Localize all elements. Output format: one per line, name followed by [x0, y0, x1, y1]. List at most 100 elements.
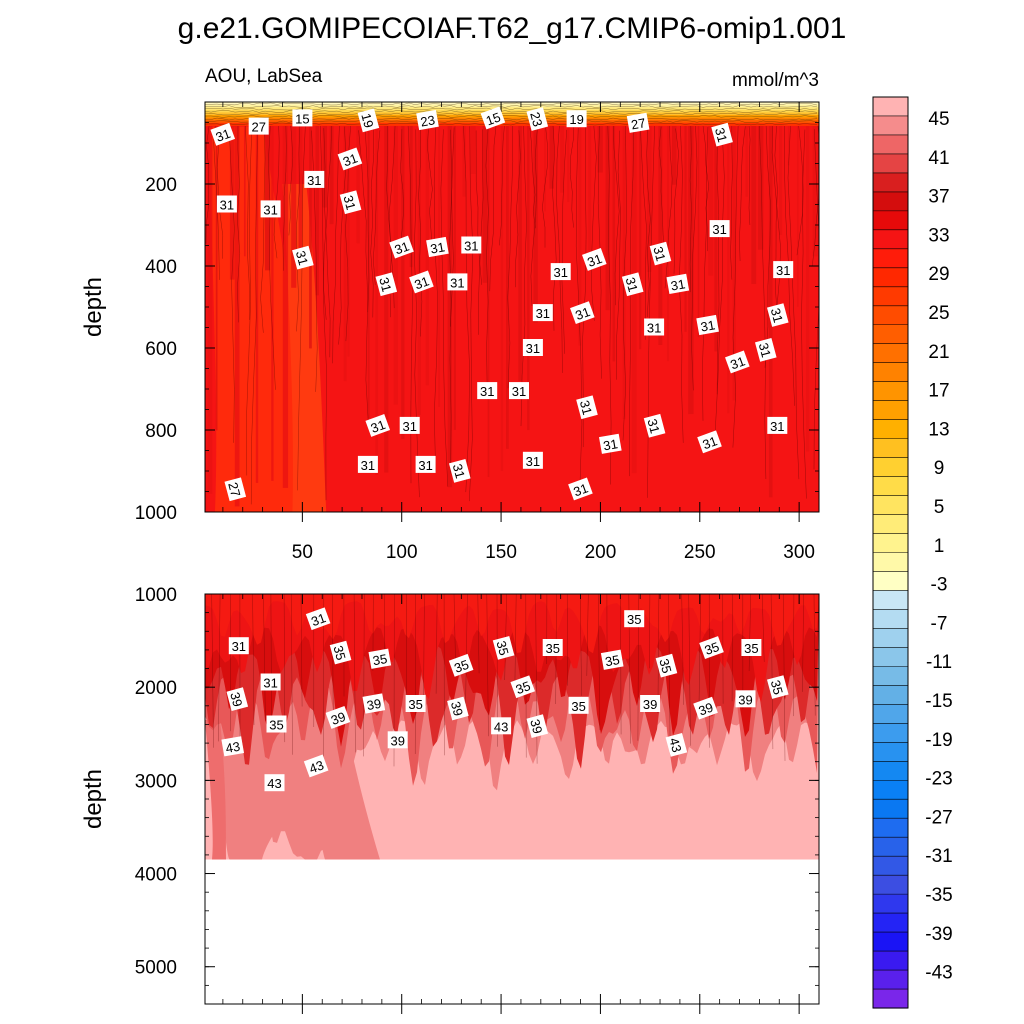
colorbar-swatch — [873, 989, 908, 1009]
contour-label-text: 39 — [366, 696, 383, 713]
contour-label-text: 35 — [571, 699, 585, 714]
colorbar-swatch — [873, 287, 908, 307]
colorbar-label: -3 — [931, 575, 948, 596]
contour-label: 35 — [406, 695, 426, 712]
colorbar-label: 45 — [928, 109, 949, 130]
upper-streak — [639, 114, 641, 349]
upper-streak — [708, 114, 713, 276]
figure: g.e21.GOMIPECOIAF.T62_g17.CMIP6-omip1.00… — [0, 0, 1024, 1024]
contour-label-text: 35 — [372, 651, 389, 668]
colorbar-swatch — [873, 837, 908, 857]
upper-streak — [244, 114, 246, 256]
x-tick-label: 300 — [783, 542, 815, 563]
contour-label: 31 — [358, 456, 378, 473]
contour-label-text: 31 — [464, 239, 478, 254]
colorbar-swatch — [873, 401, 908, 421]
y-axis-label: depth — [80, 769, 107, 829]
upper-streak — [667, 114, 669, 361]
contour-label: 31 — [696, 315, 719, 335]
colorbar-swatch — [873, 951, 908, 971]
contour-label-text: 31 — [263, 202, 277, 217]
y-axis-label: depth — [80, 277, 107, 337]
colorbar-label: -27 — [925, 807, 952, 828]
contour-label-text: 31 — [263, 676, 277, 691]
y-tick-label: 600 — [145, 339, 177, 360]
colorbar-swatch — [873, 363, 908, 383]
colorbar-swatch — [873, 268, 908, 288]
contour-label: 43 — [221, 736, 244, 756]
contour-label-text: 35 — [627, 612, 641, 627]
colorbar: 45 41 37 33 29 25 21 17 13 9 5 1 -3 -7 -11 -15 -19 -23 -27… — [873, 97, 953, 1009]
upper-streak — [567, 114, 569, 202]
contour-label: 39 — [362, 693, 385, 713]
contour-label: 31 — [523, 452, 543, 469]
colorbar-swatch — [873, 761, 908, 781]
contour-label-text: 31 — [232, 639, 246, 654]
colorbar-swatch — [873, 799, 908, 819]
colorbar-swatch — [873, 685, 908, 705]
y-tick-label: 3000 — [135, 771, 177, 792]
contour-label: 43 — [491, 717, 511, 734]
contour-label-text: 31 — [602, 436, 619, 453]
upper-streak — [357, 114, 360, 243]
contour-label: 35 — [741, 639, 761, 656]
contour-label: 19 — [567, 110, 587, 127]
contour-label: 31 — [477, 382, 497, 399]
contour-label-text: 31 — [670, 276, 687, 293]
contour-label: 31 — [229, 637, 249, 654]
colorbar-swatch — [873, 932, 908, 952]
upper-streak — [463, 114, 466, 196]
colorbar-swatch — [873, 496, 908, 516]
contour-label: 35 — [368, 649, 391, 669]
upper-streak — [454, 114, 456, 430]
colorbar-swatch — [873, 344, 908, 364]
contour-label-text: 43 — [494, 719, 508, 734]
contour-label-text: 31 — [526, 454, 540, 469]
y-tick-label: 2000 — [135, 678, 177, 699]
colorbar-swatch — [873, 553, 908, 573]
contour-label: 31 — [426, 237, 449, 257]
colorbar-swatch — [873, 135, 908, 155]
upper-streak — [588, 114, 591, 261]
colorbar-swatch — [873, 420, 908, 440]
colorbar-swatch — [873, 894, 908, 914]
contour-label-text: 31 — [418, 458, 432, 473]
contour-label: 31 — [666, 274, 689, 294]
contour-label: 35 — [624, 610, 644, 627]
colorbar-swatch — [873, 666, 908, 686]
colorbar-swatch — [873, 515, 908, 535]
contour-label-text: 31 — [526, 341, 540, 356]
colorbar-swatch — [873, 173, 908, 193]
x-tick-label: 250 — [684, 542, 716, 563]
contour-label: 31 — [533, 304, 553, 321]
contour-label: 39 — [736, 690, 756, 707]
colorbar-swatch — [873, 230, 908, 250]
colorbar-swatch — [873, 742, 908, 762]
contour-label: 43 — [265, 774, 285, 791]
contour-label: 31 — [261, 674, 281, 691]
contour-label-text: 31 — [429, 239, 446, 256]
contour-label-text: 31 — [776, 263, 790, 278]
contour-label-text: 31 — [712, 222, 726, 237]
x-tick-label: 50 — [292, 542, 313, 563]
contour-label: 31 — [461, 237, 481, 254]
contour-label: 31 — [447, 273, 467, 290]
contour-label-text: 31 — [220, 198, 234, 213]
colorbar-swatch — [873, 458, 908, 478]
contour-label-text: 31 — [512, 384, 526, 399]
contour-label-text: 31 — [647, 321, 661, 336]
contour-label-text: 43 — [224, 739, 241, 756]
contour-label-text: 39 — [738, 692, 752, 707]
colorbar-swatch — [873, 116, 908, 136]
upper-panel: 200400600800100050 100 150 200 250 300depth31… — [80, 102, 821, 563]
upper-streak — [797, 114, 799, 307]
colorbar-swatch — [873, 856, 908, 876]
upper-streak — [394, 114, 398, 405]
colorbar-swatch — [873, 477, 908, 497]
upper-streak — [779, 114, 782, 235]
colorbar-label: 1 — [934, 536, 945, 557]
colorbar-label: 17 — [928, 381, 949, 402]
contour-label: 23 — [416, 110, 439, 130]
contour-label: 39 — [640, 695, 660, 712]
